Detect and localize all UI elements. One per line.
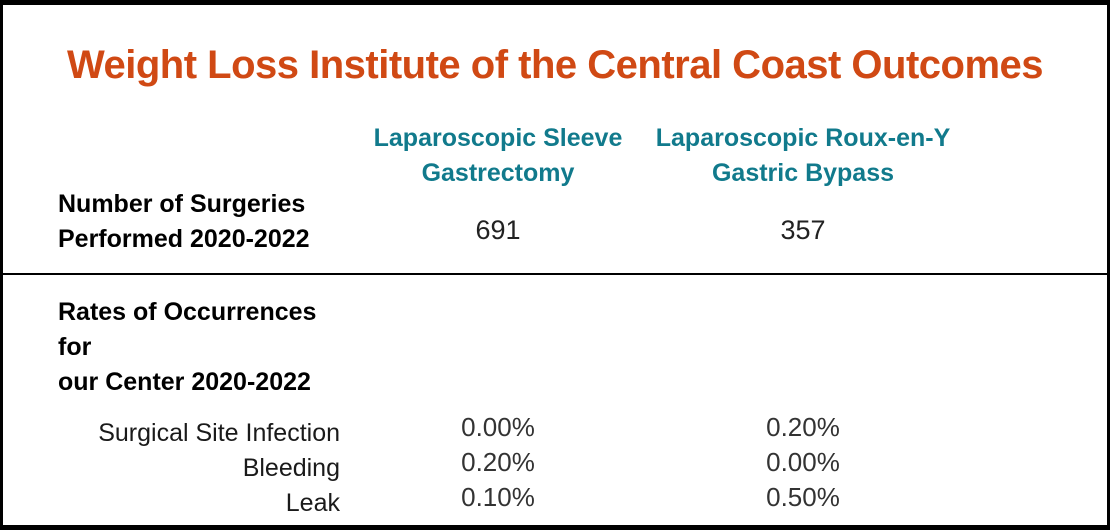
section-divider bbox=[3, 273, 1107, 275]
rate-row-label-infection: Surgical Site Infection bbox=[98, 419, 340, 447]
surgeries-row: Number of Surgeries Performed 2020-2022 … bbox=[3, 187, 1107, 257]
column-header-gastric-bypass: Laparoscopic Roux-en-Y Gastric Bypass bbox=[648, 121, 958, 191]
rate-row-label-leak: Leak bbox=[285, 489, 340, 517]
surgeries-label-line: Performed 2020-2022 bbox=[58, 225, 310, 253]
rates-section-header: Rates of Occurrences for our Center 2020… bbox=[3, 295, 1107, 400]
rate-value-leak-bypass: 0.50% bbox=[766, 482, 840, 512]
rate-value-leak-sleeve: 0.10% bbox=[461, 482, 535, 512]
column-header-sleeve-gastrectomy: Laparoscopic Sleeve Gastrectomy bbox=[348, 121, 648, 191]
surgeries-label-line: Number of Surgeries bbox=[58, 190, 306, 218]
surgeries-row-label: Number of Surgeries Performed 2020-2022 bbox=[3, 187, 348, 257]
rates-rows: Surgical Site Infection 0.00% 0.20% Blee… bbox=[3, 412, 1107, 521]
column-header-line: Gastrectomy bbox=[421, 159, 575, 187]
rates-label-line: our Center 2020-2022 bbox=[58, 368, 311, 396]
column-header-line: Laparoscopic Roux-en-Y bbox=[655, 124, 951, 152]
rates-section-label: Rates of Occurrences for our Center 2020… bbox=[3, 295, 348, 400]
rates-label-line: Rates of Occurrences for bbox=[58, 298, 317, 361]
surgeries-count-bypass: 357 bbox=[780, 215, 826, 245]
rate-row-label-bleeding: Bleeding bbox=[242, 454, 340, 482]
column-header-line: Laparoscopic Sleeve bbox=[373, 124, 623, 152]
page-title: Weight Loss Institute of the Central Coa… bbox=[66, 43, 1044, 87]
rate-value-infection-sleeve: 0.00% bbox=[461, 412, 535, 442]
surgeries-count-sleeve: 691 bbox=[475, 215, 521, 245]
rate-value-bleeding-bypass: 0.00% bbox=[766, 447, 840, 477]
column-header-row: Laparoscopic Sleeve Gastrectomy Laparosc… bbox=[3, 121, 1107, 191]
rate-value-bleeding-sleeve: 0.20% bbox=[461, 447, 535, 477]
column-header-line: Gastric Bypass bbox=[711, 159, 895, 187]
rate-value-infection-bypass: 0.20% bbox=[766, 412, 840, 442]
